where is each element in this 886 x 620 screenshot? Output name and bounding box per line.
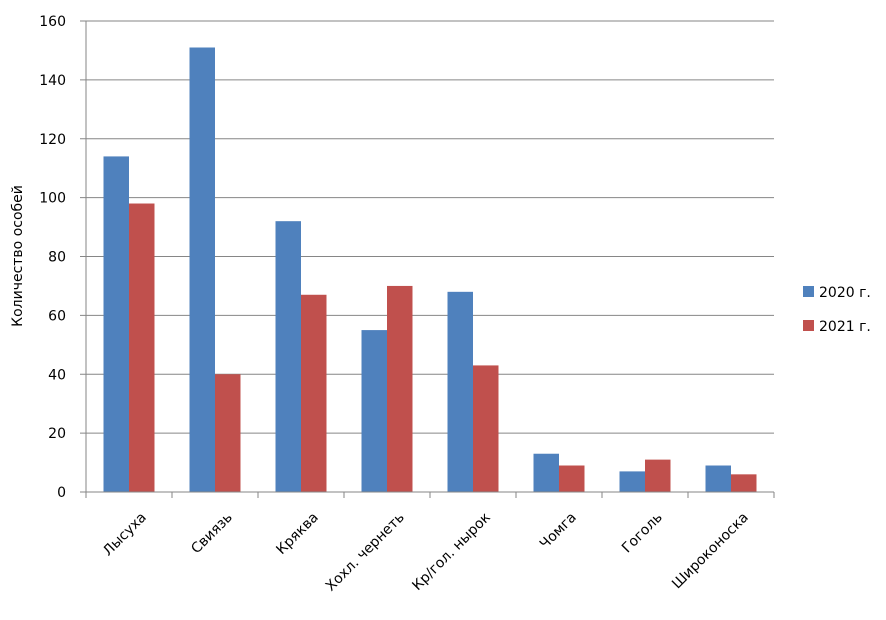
x-category-label: Кряква: [273, 510, 321, 558]
bar-series-1: [103, 156, 129, 492]
x-category-labels: Лысуха Свиязь Кряква Хохл. чернеть Кр/гол. н…: [100, 510, 752, 595]
bar-series-2: [559, 465, 585, 492]
x-category-label: Лысуха: [100, 510, 150, 560]
bar-series-1: [447, 291, 473, 492]
bar-series-1: [705, 465, 731, 492]
y-tick-label: 60: [48, 308, 66, 324]
bar-series-2: [301, 294, 327, 492]
y-tick-labels: 0 20 40 60 80 100 120 140 160: [39, 14, 66, 501]
x-category-label: Широконоска: [669, 510, 752, 593]
y-tick-label: 20: [48, 426, 66, 442]
legend: 2020 г. 2021 г.: [803, 285, 871, 335]
y-axis-label: Количество особей: [10, 185, 26, 327]
x-category-label: Гоголь: [619, 510, 666, 557]
bar-series-1: [619, 471, 645, 492]
legend-label: 2020 г.: [819, 285, 871, 301]
bar-series-1: [533, 453, 559, 492]
bar-series-2: [129, 203, 155, 492]
bar-series-2: [731, 474, 757, 492]
legend-swatch: [803, 320, 814, 331]
bar-series-1: [189, 47, 215, 493]
bar-series-1: [361, 330, 387, 492]
y-tick-label: 0: [57, 485, 66, 501]
bar-series-2: [387, 285, 413, 492]
gridlines: [80, 20, 774, 493]
bar-series-1: [275, 221, 301, 493]
x-category-label: Кр/гол. нырок: [409, 510, 493, 594]
legend-swatch: [803, 286, 814, 297]
y-tick-label: 160: [39, 14, 66, 30]
y-tick-label: 120: [39, 132, 66, 148]
x-category-label: Чомга: [537, 510, 580, 553]
y-tick-label: 40: [48, 367, 66, 383]
y-tick-label: 80: [48, 250, 66, 266]
y-tick-label: 140: [39, 73, 66, 89]
bars: [103, 47, 757, 493]
bar-series-2: [645, 459, 671, 492]
bar-series-2: [215, 374, 241, 492]
bar-series-2: [473, 365, 499, 492]
x-category-label: Свиязь: [188, 510, 236, 558]
legend-label: 2021 г.: [819, 319, 871, 335]
axes: [85, 21, 775, 498]
x-category-label: Хохл. чернеть: [323, 510, 408, 595]
y-tick-label: 100: [39, 191, 66, 207]
